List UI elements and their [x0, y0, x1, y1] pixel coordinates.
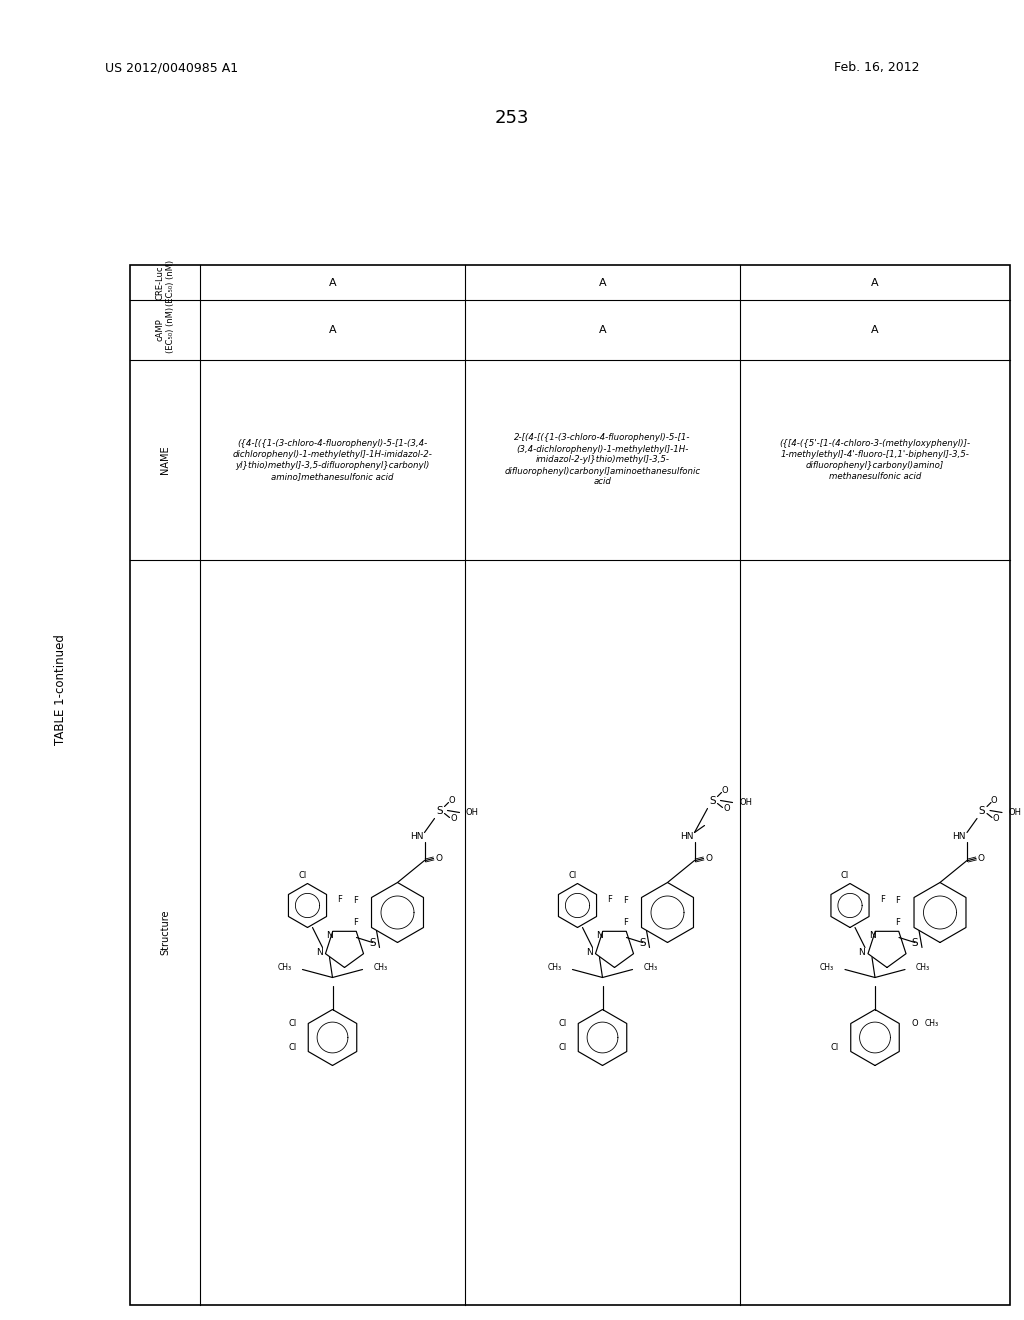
Text: N: N [858, 948, 865, 957]
Text: 2-[(4-[({1-(3-chloro-4-fluorophenyl)-5-[1-: 2-[(4-[({1-(3-chloro-4-fluorophenyl)-5-[… [514, 433, 691, 442]
Text: A: A [599, 277, 606, 288]
Text: CH₃: CH₃ [915, 964, 930, 972]
Text: A: A [871, 325, 879, 335]
Text: difluorophenyl}carbonyl)amino]: difluorophenyl}carbonyl)amino] [806, 461, 944, 470]
Text: CRE-Luc
(EC₅₀) (nM): CRE-Luc (EC₅₀) (nM) [156, 260, 175, 305]
Text: N: N [326, 931, 333, 940]
Text: Cl: Cl [558, 1019, 566, 1028]
Text: CH₃: CH₃ [548, 964, 561, 972]
Text: A: A [871, 277, 879, 288]
Text: Cl: Cl [289, 1019, 297, 1028]
Text: O: O [451, 814, 457, 822]
Bar [130, 265, 1010, 1305]
Text: HN: HN [952, 832, 966, 841]
Text: O: O [449, 796, 455, 805]
Text: O: O [721, 785, 728, 795]
Text: A: A [329, 325, 336, 335]
Text: HN: HN [410, 832, 423, 841]
Text: S: S [639, 937, 646, 948]
Text: F: F [352, 896, 357, 906]
Text: N: N [315, 948, 323, 957]
Text: S: S [911, 937, 919, 948]
Text: imidazol-2-yl}thio)methyl]-3,5-: imidazol-2-yl}thio)methyl]-3,5- [536, 455, 670, 465]
Text: Cl: Cl [558, 1043, 566, 1052]
Text: US 2012/0040985 A1: US 2012/0040985 A1 [105, 62, 239, 74]
Text: TABLE 1-continued: TABLE 1-continued [53, 635, 67, 746]
Text: A: A [329, 277, 336, 288]
Text: (3,4-dichlorophenyl)-1-methylethyl]-1H-: (3,4-dichlorophenyl)-1-methylethyl]-1H- [516, 445, 689, 454]
Text: F: F [623, 917, 628, 927]
Text: F: F [607, 895, 612, 904]
Text: Cl: Cl [830, 1043, 839, 1052]
Text: A: A [599, 325, 606, 335]
Text: acid: acid [594, 478, 611, 487]
Text: NAME: NAME [160, 446, 170, 474]
Text: CH₃: CH₃ [278, 964, 292, 972]
Text: OH: OH [1009, 808, 1022, 817]
Text: CH₃: CH₃ [374, 964, 387, 972]
Text: ({4-[({1-(3-chloro-4-fluorophenyl)-5-[1-(3,4-: ({4-[({1-(3-chloro-4-fluorophenyl)-5-[1-… [238, 440, 428, 447]
Text: O: O [911, 1019, 918, 1028]
Text: F: F [623, 896, 628, 906]
Text: S: S [436, 805, 442, 816]
Text: O: O [705, 854, 712, 863]
Text: Cl: Cl [289, 1043, 297, 1052]
Text: O: O [435, 854, 442, 863]
Text: F: F [880, 895, 885, 904]
Text: amino]methanesulfonic acid: amino]methanesulfonic acid [271, 473, 394, 480]
Text: CH₃: CH₃ [643, 964, 657, 972]
Text: 1-methylethyl]-4'-fluoro-[1,1'-biphenyl]-3,5-: 1-methylethyl]-4'-fluoro-[1,1'-biphenyl]… [780, 450, 970, 459]
Text: CH₃: CH₃ [925, 1019, 939, 1028]
Text: OH: OH [466, 808, 479, 817]
Text: F: F [895, 896, 900, 906]
Text: yl}thio)methyl]-3,5-difluorophenyl}carbonyl): yl}thio)methyl]-3,5-difluorophenyl}carbo… [236, 461, 430, 470]
Text: 253: 253 [495, 110, 529, 127]
Text: OH: OH [739, 799, 752, 807]
Text: difluorophenyl)carbonyl]aminoethanesulfonic: difluorophenyl)carbonyl]aminoethanesulfo… [505, 466, 700, 475]
Text: ({[4-({5'-[1-(4-chloro-3-(methyloxyphenyl)]-: ({[4-({5'-[1-(4-chloro-3-(methyloxypheny… [779, 440, 971, 447]
Text: O: O [990, 796, 997, 805]
Text: S: S [979, 805, 985, 816]
Text: cAMP
(EC₅₀) (nM): cAMP (EC₅₀) (nM) [156, 308, 175, 352]
Text: F: F [338, 895, 342, 904]
Text: S: S [710, 796, 716, 805]
Text: F: F [895, 917, 900, 927]
Text: O: O [992, 814, 999, 822]
Text: HN: HN [680, 832, 693, 841]
Text: S: S [370, 937, 376, 948]
Text: Cl: Cl [841, 871, 849, 880]
Text: N: N [868, 931, 876, 940]
Text: methanesulfonic acid: methanesulfonic acid [828, 473, 922, 480]
Text: CH₃: CH₃ [820, 964, 835, 972]
Text: Feb. 16, 2012: Feb. 16, 2012 [835, 62, 920, 74]
Text: N: N [596, 931, 603, 940]
Text: O: O [978, 854, 984, 863]
Text: O: O [723, 804, 730, 813]
Text: dichlorophenyl)-1-methylethyl]-1H-imidazol-2-: dichlorophenyl)-1-methylethyl]-1H-imidaz… [232, 450, 432, 459]
Text: F: F [352, 917, 357, 927]
Text: Cl: Cl [568, 871, 577, 880]
Text: Structure: Structure [160, 909, 170, 956]
Text: N: N [586, 948, 593, 957]
Text: Cl: Cl [298, 871, 306, 880]
